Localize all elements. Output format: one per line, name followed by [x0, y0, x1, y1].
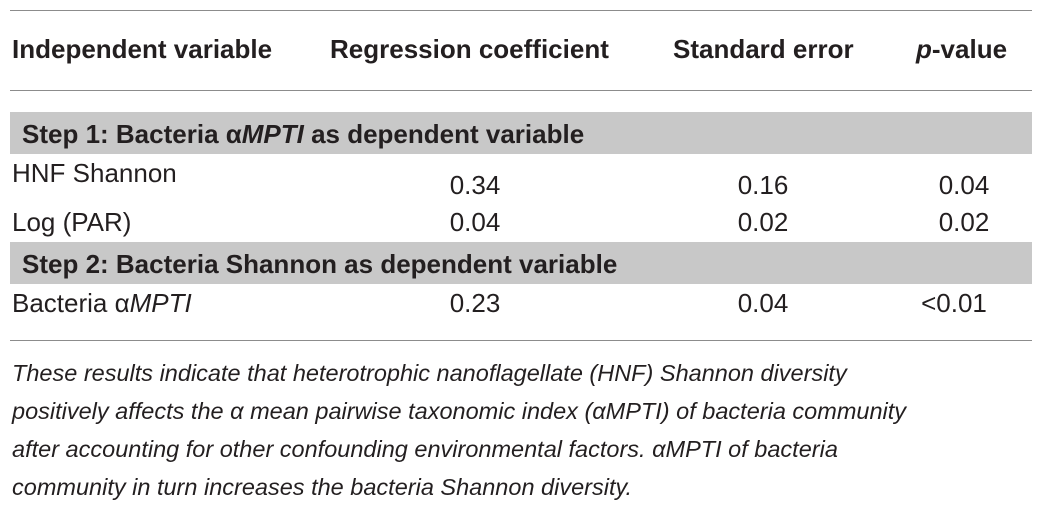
section-label-step-1-italic: MPTI: [241, 119, 304, 149]
row-variable: Log (PAR): [12, 207, 132, 237]
row-std-error: 0.02: [737, 207, 789, 237]
row-p-value: 0.04: [938, 170, 990, 200]
header-rule: [10, 90, 1032, 91]
footnote-line: positively affects the α mean pairwise t…: [12, 398, 907, 424]
row-variable-prefix: Bacteria: [12, 288, 115, 318]
footnote-line: after accounting for other confounding e…: [12, 436, 838, 462]
row-variable-greek: α: [114, 288, 130, 318]
header-standard-error: Standard error: [673, 34, 854, 64]
section-band-step-1: Step 1: Bacteria αMPTI as dependent vari…: [10, 112, 1032, 154]
header-independent-variable: Independent variable: [12, 34, 273, 64]
row-variable: Bacteria αMPTI: [12, 288, 192, 319]
footnote-line: These results indicate that heterotrophi…: [12, 360, 847, 386]
table-bottom-rule: [10, 340, 1032, 341]
row-std-error: 0.04: [737, 288, 789, 318]
row-p-value: <0.01: [921, 288, 987, 318]
section-label-step-1-greek: α: [225, 119, 242, 149]
row-variable-italic: MPTI: [129, 288, 192, 318]
footnote-line: community in turn increases the bacteria…: [12, 474, 633, 500]
table-footnote: These results indicate that heterotrophi…: [12, 354, 1032, 506]
table-top-rule: [10, 10, 1032, 11]
header-p-italic: p: [916, 34, 932, 64]
header-regression-coefficient: Regression coefficient: [330, 34, 609, 64]
row-p-value: 0.02: [938, 207, 990, 237]
header-p-suffix: -value: [931, 34, 1008, 64]
section-label-step-1-suffix: as dependent variable: [303, 119, 585, 149]
header-p-value: p-value: [916, 34, 1007, 65]
row-std-error: 0.16: [737, 170, 789, 200]
row-variable: HNF Shannon: [12, 158, 177, 188]
row-coefficient: 0.04: [449, 207, 501, 237]
section-label-step-1: Step 1: Bacteria αMPTI as dependent vari…: [22, 119, 584, 150]
section-label-step-2: Step 2: Bacteria Shannon as dependent va…: [22, 249, 618, 279]
section-label-step-1-prefix: Step 1: Bacteria: [22, 119, 226, 149]
section-band-step-2: Step 2: Bacteria Shannon as dependent va…: [10, 242, 1032, 284]
row-coefficient: 0.23: [449, 288, 501, 318]
row-coefficient: 0.34: [449, 170, 501, 200]
